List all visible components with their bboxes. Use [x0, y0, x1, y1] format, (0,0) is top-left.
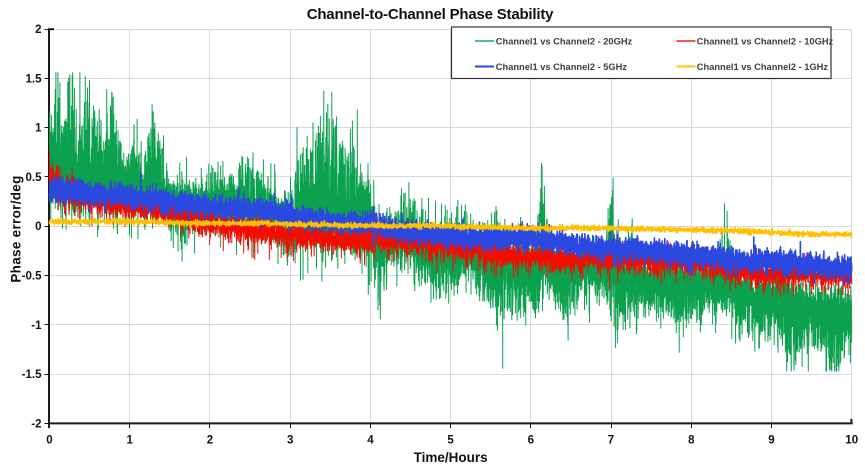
- svg-text:Channel1 vs Channel2 - 1GHz: Channel1 vs Channel2 - 1GHz: [697, 62, 829, 72]
- svg-text:Phase error/deg: Phase error/deg: [9, 175, 24, 282]
- svg-text:4: 4: [367, 435, 374, 447]
- svg-text:Channel-to-Channel Phase Stabi: Channel-to-Channel Phase Stability: [307, 6, 554, 23]
- svg-text:0: 0: [35, 221, 41, 233]
- svg-text:6: 6: [528, 435, 534, 447]
- svg-text:Channel1 vs Channel2 - 5GHz: Channel1 vs Channel2 - 5GHz: [496, 62, 628, 72]
- svg-text:7: 7: [608, 435, 614, 447]
- svg-text:-0.5: -0.5: [22, 271, 42, 283]
- svg-text:0.5: 0.5: [26, 172, 43, 184]
- svg-text:0: 0: [46, 435, 52, 447]
- svg-text:2: 2: [35, 24, 41, 36]
- svg-text:Channel1 vs Channel2 - 20GHz: Channel1 vs Channel2 - 20GHz: [496, 37, 633, 47]
- svg-text:1.5: 1.5: [26, 74, 43, 86]
- svg-text:10: 10: [845, 435, 858, 447]
- svg-text:1: 1: [35, 123, 42, 135]
- svg-text:Channel1 vs Channel2 - 10GHz: Channel1 vs Channel2 - 10GHz: [697, 37, 834, 47]
- svg-text:Time/Hours: Time/Hours: [414, 450, 488, 465]
- svg-text:3: 3: [287, 435, 293, 447]
- svg-text:-2: -2: [31, 418, 41, 430]
- svg-text:-1: -1: [31, 320, 42, 332]
- svg-text:-1.5: -1.5: [22, 369, 42, 381]
- svg-text:8: 8: [688, 435, 695, 447]
- svg-text:1: 1: [126, 435, 133, 447]
- svg-text:9: 9: [768, 435, 774, 447]
- svg-text:5: 5: [447, 435, 454, 447]
- svg-text:2: 2: [207, 435, 213, 447]
